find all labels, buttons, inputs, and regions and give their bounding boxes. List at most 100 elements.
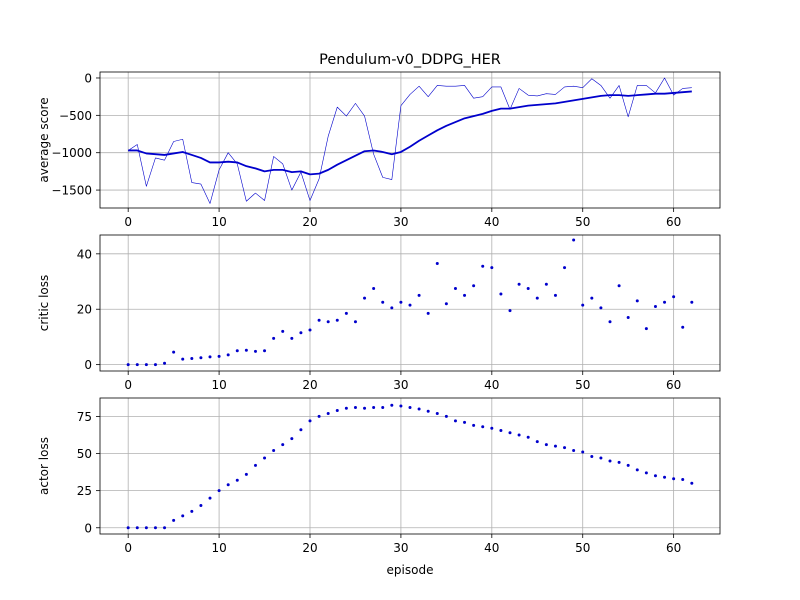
data-point	[672, 477, 676, 481]
data-point	[363, 296, 367, 300]
data-point	[490, 266, 494, 270]
data-point	[463, 420, 467, 424]
data-point	[308, 419, 312, 423]
data-point	[226, 353, 230, 357]
x-tick-label: 50	[575, 541, 590, 555]
average-score-raw-line	[128, 77, 692, 204]
data-point	[390, 403, 394, 407]
data-point	[563, 266, 567, 270]
data-point	[199, 356, 203, 360]
data-point	[326, 320, 330, 324]
data-point	[663, 475, 667, 479]
data-point	[526, 286, 530, 290]
data-point	[690, 481, 694, 485]
data-point	[344, 406, 348, 410]
data-point	[553, 444, 557, 448]
data-point	[435, 262, 439, 266]
data-point	[417, 407, 421, 411]
data-point	[417, 293, 421, 297]
data-point	[217, 489, 221, 493]
data-point	[226, 483, 230, 487]
data-point	[672, 295, 676, 299]
data-point	[299, 428, 303, 432]
data-point	[217, 354, 221, 358]
data-point	[335, 318, 339, 322]
x-tick-label: 50	[575, 215, 590, 229]
data-point	[535, 440, 539, 444]
x-axis-label: episode	[387, 563, 434, 577]
data-point	[290, 437, 294, 441]
data-point	[499, 292, 503, 296]
data-point	[572, 238, 576, 242]
data-point	[617, 284, 621, 288]
data-point	[563, 446, 567, 450]
data-point	[635, 468, 639, 472]
data-point	[244, 348, 248, 352]
y-axis-label: average score	[37, 97, 51, 182]
data-point	[272, 336, 276, 340]
y-tick-label: 0	[84, 358, 92, 372]
axes-frame	[99, 71, 721, 209]
data-point	[290, 336, 294, 340]
axes-frame	[99, 234, 721, 372]
data-point	[572, 449, 576, 453]
x-tick-label: 60	[666, 541, 681, 555]
data-point	[590, 296, 594, 300]
y-tick-label: 0	[84, 521, 92, 535]
y-axis-label: critic loss	[37, 275, 51, 332]
data-point	[472, 284, 476, 288]
data-point	[363, 406, 367, 410]
panel-critic-loss: 0 10 20 30 40 50 60 0 20 40 critic loss	[37, 234, 721, 392]
x-tick-label: 10	[211, 378, 226, 392]
data-point	[344, 311, 348, 315]
data-point	[353, 320, 357, 324]
y-tick-label: −1000	[51, 146, 92, 160]
data-point	[208, 355, 212, 359]
data-point	[472, 423, 476, 427]
data-point	[253, 463, 257, 467]
chart-title: Pendulum-v0_DDPG_HER	[319, 52, 501, 68]
x-tick-label: 10	[211, 541, 226, 555]
data-point	[353, 406, 357, 410]
data-point	[581, 303, 585, 307]
data-point	[390, 306, 394, 310]
data-point	[644, 327, 648, 331]
x-tick-label: 20	[302, 378, 317, 392]
x-tick-label: 50	[575, 378, 590, 392]
data-point	[144, 363, 148, 367]
data-point	[608, 459, 612, 463]
data-point	[490, 426, 494, 430]
data-point	[253, 349, 257, 353]
data-point	[626, 463, 630, 467]
data-point	[235, 478, 239, 482]
data-point	[135, 363, 139, 367]
y-tick-label: 0	[84, 71, 92, 85]
data-point	[244, 472, 248, 476]
data-point	[408, 406, 412, 410]
data-point	[626, 316, 630, 320]
x-tick-label: 0	[124, 378, 132, 392]
x-tick-label: 60	[666, 215, 681, 229]
data-point	[453, 286, 457, 290]
data-point	[681, 325, 685, 329]
data-point	[663, 300, 667, 304]
y-tick-label: −500	[59, 109, 92, 123]
data-point	[172, 350, 176, 354]
x-tick-label: 10	[211, 215, 226, 229]
data-point	[281, 329, 285, 333]
data-point	[653, 304, 657, 308]
data-point	[581, 450, 585, 454]
data-point	[590, 454, 594, 458]
data-point	[281, 443, 285, 447]
data-point	[372, 286, 376, 290]
data-point	[181, 357, 185, 361]
x-tick-label: 40	[484, 541, 499, 555]
data-point	[553, 293, 557, 297]
data-point	[335, 408, 339, 412]
y-tick-label: −1500	[51, 184, 92, 198]
data-point	[126, 363, 130, 367]
data-point	[453, 419, 457, 423]
data-point	[399, 300, 403, 304]
data-point	[272, 449, 276, 453]
